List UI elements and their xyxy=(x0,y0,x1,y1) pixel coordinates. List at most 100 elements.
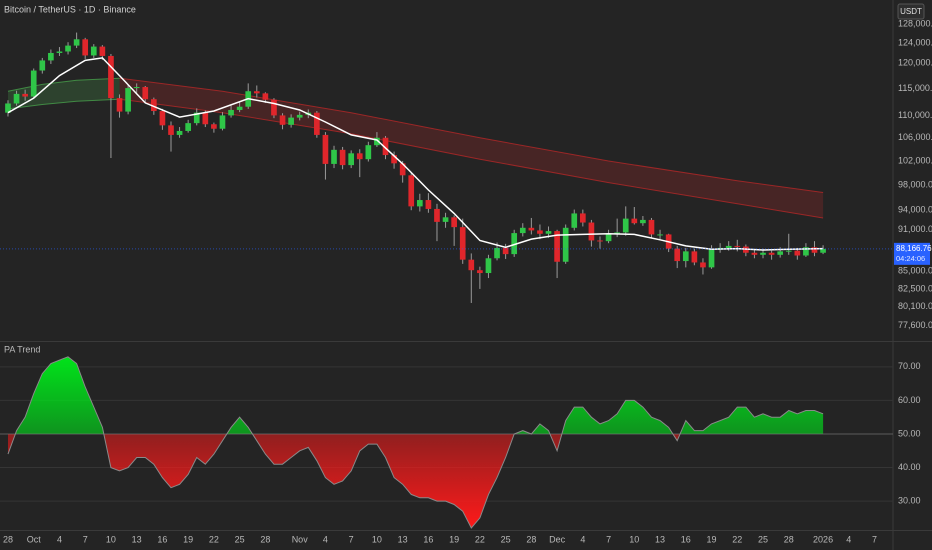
candle-body xyxy=(348,153,355,166)
candle-body xyxy=(202,112,209,125)
candle-body xyxy=(614,232,620,234)
candle-body xyxy=(13,93,20,104)
candle-body xyxy=(90,46,97,56)
candle-body xyxy=(477,270,483,274)
candle-body xyxy=(700,262,706,268)
x-tick-label: Oct xyxy=(27,534,42,544)
candle-body xyxy=(442,217,449,222)
y-tick-label: 124,000.00 xyxy=(898,38,932,48)
band-lower xyxy=(7,98,120,110)
y-tick-label: 110,000.00 xyxy=(898,110,932,120)
candle-body xyxy=(502,247,509,255)
candle-body xyxy=(142,87,149,100)
candle-body xyxy=(580,213,586,223)
moving-average xyxy=(7,57,824,251)
candle-body xyxy=(48,52,54,61)
y-tick-label: 80,100.00 xyxy=(898,301,932,311)
x-tick-label: 16 xyxy=(681,534,691,544)
x-tick-label: 4 xyxy=(580,534,585,544)
candle-body xyxy=(116,98,123,112)
y-tick-label: 115,000.00 xyxy=(898,83,932,93)
x-tick-label: 22 xyxy=(732,534,742,544)
candle-body xyxy=(468,259,475,271)
candle-body xyxy=(571,213,578,228)
x-tick-label: 16 xyxy=(157,534,167,544)
candle-body xyxy=(537,230,543,234)
candle-body xyxy=(416,200,423,207)
y-tick-label: 70.00 xyxy=(898,361,921,371)
x-tick-label: 2026 xyxy=(813,534,833,544)
y-tick-label: 77,600.00 xyxy=(898,320,932,330)
candle-body xyxy=(339,149,346,166)
candle-body xyxy=(56,51,63,53)
candle-body xyxy=(640,219,646,224)
candle-body xyxy=(374,137,380,146)
negative-area-group xyxy=(8,433,681,528)
candle-body xyxy=(725,245,732,248)
candle-body xyxy=(391,155,397,164)
y-tick-label: 82,500.00 xyxy=(898,283,932,293)
candle-body xyxy=(554,231,560,262)
candle-body xyxy=(734,245,741,247)
y-tick-label: 98,000.00 xyxy=(898,179,932,189)
candle-body xyxy=(811,247,818,253)
candle-body xyxy=(30,70,37,97)
x-tick-label: 10 xyxy=(372,534,382,544)
y-tick-label: 85,000.00 xyxy=(898,265,932,275)
x-tick-label: 13 xyxy=(398,534,408,544)
candle-body xyxy=(151,99,157,112)
candle-body xyxy=(597,240,603,242)
x-tick-label: 28 xyxy=(526,534,536,544)
candle-body xyxy=(511,233,518,255)
candle-body xyxy=(159,111,166,126)
currency[interactable]: USDT xyxy=(900,7,922,16)
candle-body xyxy=(751,252,758,255)
currency-box[interactable] xyxy=(897,3,925,20)
candle-body xyxy=(228,109,234,116)
candle-body xyxy=(314,112,320,135)
candle-body xyxy=(108,55,114,99)
candle-body xyxy=(562,227,569,262)
band-upper xyxy=(119,77,824,193)
x-tick-label: 13 xyxy=(132,534,142,544)
candle-body xyxy=(365,145,372,160)
y-tick-label: 30.00 xyxy=(898,496,921,506)
candle-body xyxy=(193,112,200,124)
y-tick-label: 91,000.00 xyxy=(898,224,932,234)
x-tick-label: 19 xyxy=(707,534,717,544)
candle-body xyxy=(279,115,286,125)
last-price-box xyxy=(894,242,930,265)
candle-body xyxy=(777,251,784,255)
x-tick-label: 7 xyxy=(83,534,88,544)
candle-body xyxy=(528,227,535,231)
y-tick-label: 106,000.00 xyxy=(898,132,932,142)
candle-body xyxy=(125,88,131,112)
candle-body xyxy=(588,222,595,241)
x-tick-label: 25 xyxy=(758,534,768,544)
x-tick-label: Nov xyxy=(292,534,309,544)
indicator-title: PA Trend xyxy=(4,344,40,354)
x-tick-label: Dec xyxy=(549,534,566,544)
candle-body xyxy=(262,93,269,100)
candle-body xyxy=(82,39,89,56)
candle-body xyxy=(434,208,440,222)
candle-body xyxy=(485,258,492,274)
candle-body xyxy=(820,248,826,253)
candle-body xyxy=(708,249,715,268)
x-tick-label: 10 xyxy=(629,534,639,544)
candle-body xyxy=(691,251,698,263)
candle-body xyxy=(399,163,406,176)
positive-area xyxy=(8,356,824,434)
x-tick-label: 4 xyxy=(846,534,851,544)
candle-body xyxy=(605,233,612,242)
candle-body xyxy=(519,227,526,234)
x-tick-label: 7 xyxy=(872,534,877,544)
candle-body xyxy=(236,106,243,110)
last-price-label: 88,166.76 xyxy=(896,244,932,253)
candle-body xyxy=(288,117,294,125)
y-tick-label: 60.00 xyxy=(898,395,921,405)
x-tick-label: 13 xyxy=(655,534,665,544)
candle-body xyxy=(176,130,183,135)
candle-body xyxy=(99,46,106,56)
